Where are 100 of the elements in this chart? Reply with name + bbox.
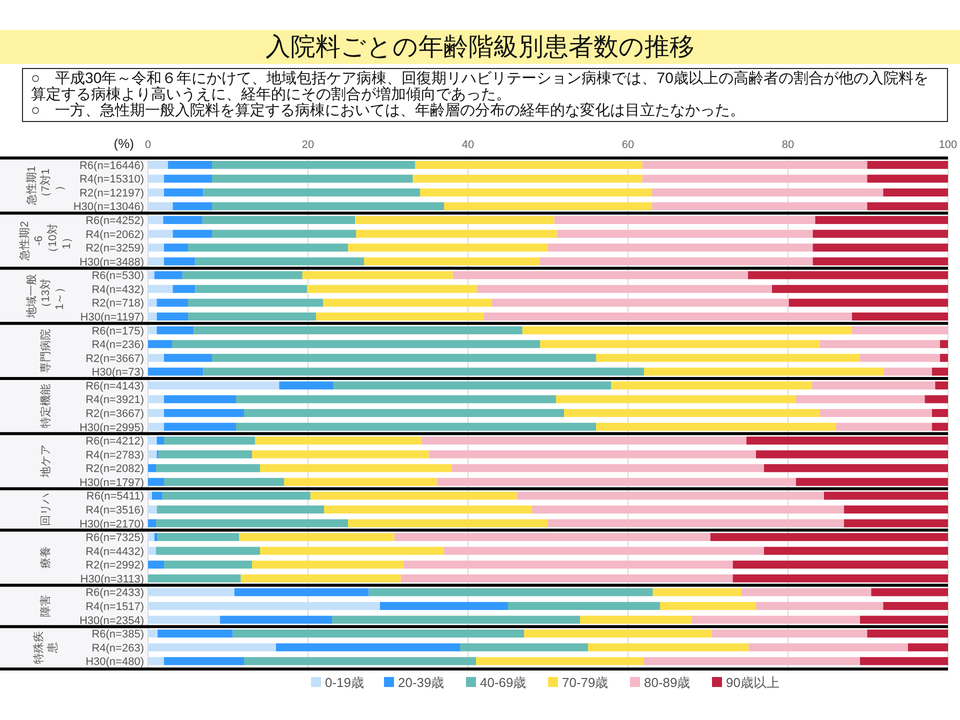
bar <box>746 436 948 445</box>
bar <box>812 381 936 390</box>
bar <box>156 505 324 514</box>
bar <box>164 478 284 486</box>
bar <box>156 312 188 321</box>
text: ○ 平成30年～令和６年にかけて、地域包括ケア病棟、回復期リハビリテーション病棟では、70歳以上の高齢者の割合が他の入院料を算定する病棟より高いうえに、経年的にその割合が増加傾向であった。 <box>31 70 930 103</box>
y-tick-label: H30(n=480) <box>86 656 144 668</box>
bar <box>307 284 477 293</box>
bar <box>260 546 444 555</box>
bar <box>148 271 154 280</box>
bar <box>444 546 764 555</box>
bar <box>194 326 522 334</box>
bar <box>940 354 948 362</box>
bar <box>860 616 948 624</box>
bar <box>764 464 948 472</box>
legend-label: 80-89歳 <box>644 675 690 690</box>
bar <box>164 395 236 404</box>
bar <box>883 602 948 610</box>
bar <box>148 436 157 445</box>
y-axis-title: 回リハ <box>40 492 52 526</box>
bar <box>240 574 401 582</box>
bar <box>554 216 816 224</box>
bar <box>148 216 164 224</box>
y-axis-title: 急性期2-6（10対1） <box>19 221 73 262</box>
bar <box>148 450 157 458</box>
bar <box>172 340 540 348</box>
bar <box>158 450 252 458</box>
bar <box>164 354 212 362</box>
y-tick-label: R6(n=4252) <box>86 215 144 228</box>
bar <box>148 160 168 169</box>
bar <box>548 519 844 528</box>
y-tick-label: R6(n=2433) <box>86 587 144 600</box>
bar <box>148 174 164 183</box>
bar <box>316 312 484 321</box>
bar <box>164 422 236 431</box>
bar <box>324 505 532 514</box>
y-tick-label: R4(n=1517) <box>86 600 144 613</box>
x-tick-label: 80 <box>782 139 794 151</box>
bar <box>420 188 652 196</box>
bar <box>444 202 652 210</box>
y-axis-title: 特殊疾患 <box>32 630 59 664</box>
bar <box>252 560 404 569</box>
y-tick-label: R2(n=2082) <box>86 463 144 476</box>
bar <box>148 230 173 238</box>
y-tick-label: R4(n=3921) <box>86 394 144 406</box>
bar <box>764 546 948 555</box>
y-tick-label: R6(n=4212) <box>86 436 144 448</box>
bar <box>742 588 872 596</box>
bar <box>244 657 476 666</box>
bar <box>452 464 764 472</box>
bar <box>188 312 316 321</box>
bar <box>188 298 324 307</box>
bar <box>284 478 437 486</box>
bar <box>932 409 948 417</box>
bar <box>252 450 429 458</box>
bar <box>355 216 554 224</box>
bar <box>748 271 948 280</box>
bar <box>860 657 948 666</box>
bar <box>148 368 204 376</box>
bar <box>164 257 196 266</box>
bar <box>348 244 548 252</box>
bar <box>212 174 413 183</box>
y-axis-title: 地ケア <box>39 444 52 479</box>
bar <box>195 284 308 293</box>
bar <box>540 340 820 348</box>
bar <box>148 244 164 252</box>
bar <box>428 450 756 458</box>
bar <box>158 630 233 638</box>
bar <box>332 616 580 624</box>
bar <box>484 312 852 321</box>
bar <box>156 436 164 445</box>
bar <box>820 409 932 417</box>
bar <box>932 368 948 376</box>
bar <box>867 202 948 210</box>
bar <box>148 464 156 472</box>
bar <box>871 588 948 596</box>
bar <box>348 519 548 528</box>
bar <box>148 257 164 266</box>
bar <box>852 312 948 321</box>
bar <box>158 533 240 542</box>
y-tick-label: R2(n=3259) <box>86 242 144 255</box>
y-tick-label: R2(n=2992) <box>86 560 144 572</box>
y-tick-label: R6(n=4143) <box>86 380 144 392</box>
bar <box>540 257 813 266</box>
y-tick-label: R4(n=432) <box>92 284 144 296</box>
bar <box>824 492 948 500</box>
y-tick-label: R4(n=236) <box>92 339 144 352</box>
bar <box>812 244 948 252</box>
bar <box>188 244 348 252</box>
bar <box>148 616 220 624</box>
bar <box>148 643 276 652</box>
bar <box>334 381 612 390</box>
bar <box>156 326 194 334</box>
bar <box>642 160 868 169</box>
bar <box>644 657 860 666</box>
bar <box>154 271 182 280</box>
y-tick-label: R2(n=3667) <box>86 408 144 420</box>
bar <box>732 560 948 569</box>
chart-title: 入院料ごとの年齢階級別患者数の推移 <box>0 30 960 64</box>
legend-label: 0-19歳 <box>325 675 364 690</box>
